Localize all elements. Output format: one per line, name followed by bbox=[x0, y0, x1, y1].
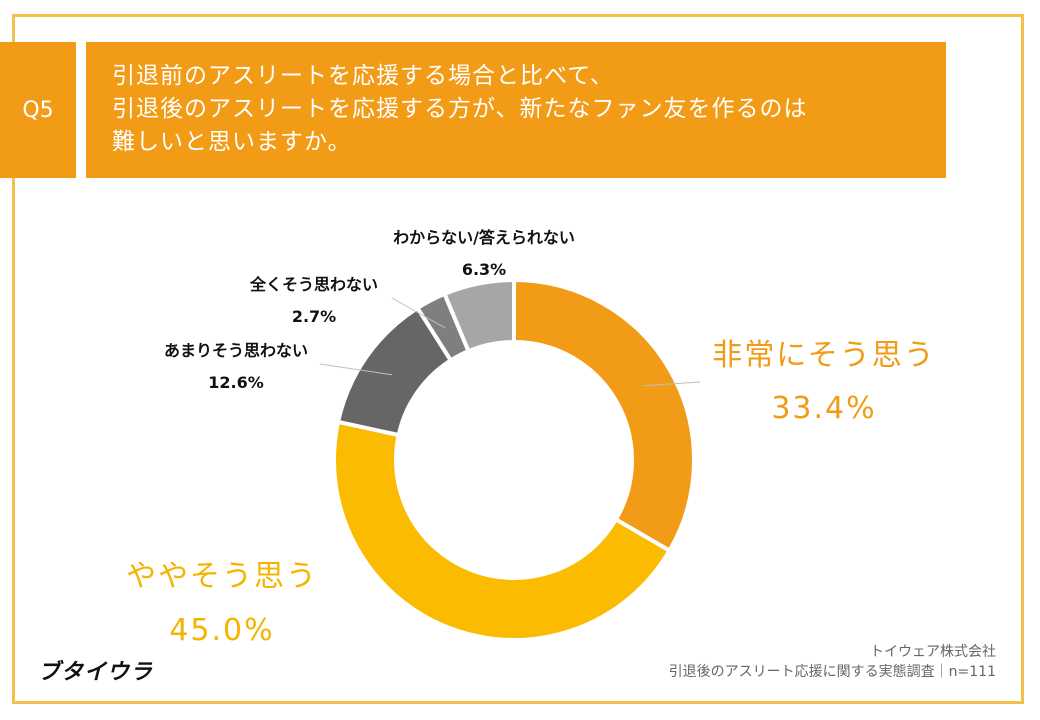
question-line: 難しいと思いますか。 bbox=[112, 129, 352, 155]
question-line: 引退前のアスリートを応援する場合と比べて、 bbox=[112, 63, 614, 89]
donut-slices bbox=[332, 277, 696, 642]
leader-lines bbox=[319, 297, 701, 387]
source-company: トイウェア株式会社 bbox=[870, 644, 996, 660]
leader-line bbox=[319, 363, 392, 376]
slice-dont-know bbox=[441, 277, 516, 354]
slice-value-not-at-all: 2.7% bbox=[292, 307, 336, 326]
question-line: 引退後のアスリートを応援する方が、新たなファン友を作るのは bbox=[112, 96, 808, 122]
slice-value-dont-know: 6.3% bbox=[462, 260, 506, 279]
leader-line bbox=[643, 381, 701, 387]
slice-label-dont-know: わからない/答えられない bbox=[393, 228, 575, 247]
slice-label-not-really: あまりそう思わない bbox=[164, 341, 308, 360]
slice-label-very-agree: 非常にそう思う bbox=[712, 338, 935, 373]
slice-label-somewhat-agree: ややそう思う bbox=[126, 559, 318, 594]
slice-value-very-agree: 33.4% bbox=[771, 391, 876, 426]
source-survey: 引退後のアスリート応援に関する実態調査｜n=111 bbox=[668, 664, 996, 680]
slice-value-somewhat-agree: 45.0% bbox=[169, 613, 274, 648]
brand-logo: ブタイウラ bbox=[38, 660, 154, 685]
slice-value-not-really: 12.6% bbox=[208, 373, 264, 392]
question-text: 引退前のアスリートを応援する場合と比べて、 引退後のアスリートを応援する方が、新… bbox=[86, 42, 946, 178]
leader-line bbox=[391, 297, 446, 329]
slice-label-not-at-all: 全くそう思わない bbox=[249, 275, 378, 294]
question-badge: Q5 bbox=[0, 42, 76, 178]
slice-very-agree bbox=[512, 277, 696, 554]
chart-frame bbox=[12, 14, 1024, 704]
source-note: トイウェア株式会社 引退後のアスリート応援に関する実態調査｜n=111 bbox=[669, 642, 996, 682]
slice-somewhat-agree bbox=[332, 419, 673, 642]
